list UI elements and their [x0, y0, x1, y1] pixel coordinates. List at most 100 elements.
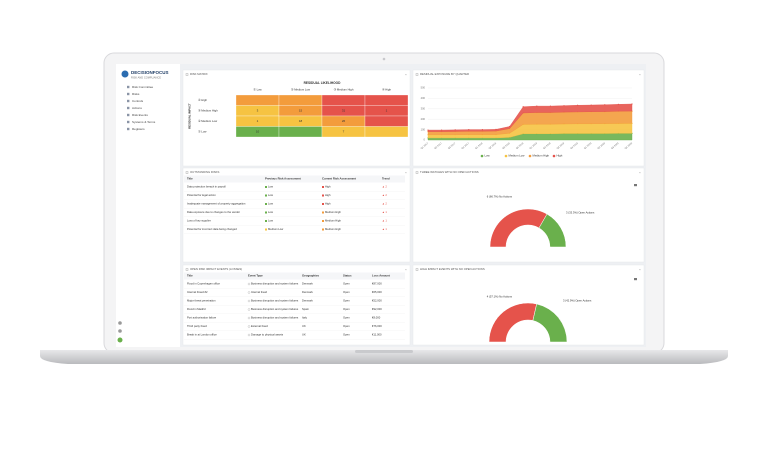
- legend-swatch: [552, 154, 556, 158]
- table-cell: Medium High: [325, 227, 341, 231]
- table-cell: Flood in Copenhagen office: [187, 282, 220, 286]
- widget-icon: [185, 268, 189, 271]
- cell-value: 1: [386, 109, 388, 113]
- x-tick-label: Q2 2018: [488, 142, 497, 151]
- menu-icon: [634, 184, 637, 187]
- menu-icon: [127, 127, 130, 131]
- widget-icon: [415, 268, 419, 271]
- table-cell: Internal Fraud #2: [187, 290, 208, 294]
- type-icon: [247, 308, 251, 311]
- table-cell: Potential for legal action: [187, 193, 216, 197]
- close-icon[interactable]: ×: [405, 72, 407, 76]
- donut-segment[interactable]: [538, 213, 567, 248]
- x-tick-label: Q4 2020: [624, 142, 633, 151]
- x-tick-label: Q3 2019: [556, 142, 565, 151]
- legend-label: Medium Low: [509, 154, 526, 158]
- table-cell: €8,000: [372, 316, 381, 320]
- matrix-cell: [364, 115, 409, 127]
- cell-value: 26: [342, 119, 346, 123]
- close-icon[interactable]: ×: [639, 170, 641, 174]
- menu-item[interactable]: Risks: [132, 92, 140, 96]
- menu-item[interactable]: Risk Committee: [132, 85, 154, 89]
- table-cell: Data exposure due to changes to the vend…: [187, 210, 240, 214]
- point: [617, 103, 620, 105]
- icon: [118, 329, 122, 333]
- y-tick-label: 300: [421, 106, 426, 110]
- table-cell: Low: [268, 193, 273, 197]
- y-tick-label: 400: [421, 96, 426, 100]
- point: [441, 129, 443, 131]
- table-header: [184, 272, 405, 280]
- y-tick-label: 500: [421, 86, 426, 90]
- table-cell: Denmark: [302, 299, 314, 303]
- column-header: Title: [187, 274, 193, 278]
- table-cell: Low: [268, 219, 273, 223]
- table-cell: €92,000: [372, 307, 382, 311]
- matrix-cell: [235, 94, 280, 106]
- menu-item[interactable]: Risk Events: [132, 113, 148, 117]
- point: [577, 104, 579, 106]
- level-dot: [265, 220, 267, 222]
- menu-icon: [127, 106, 130, 110]
- widget-title: OUTSTANDING RISKS: [190, 170, 219, 174]
- x-tick-label: Q3 2017: [447, 142, 456, 151]
- table-cell: €52,000: [372, 299, 382, 303]
- column-header: Geographies: [302, 274, 320, 278]
- x-tick-label: Q3 2020: [611, 142, 620, 151]
- row-header: ③ Medium High: [198, 108, 218, 112]
- table-cell: Data protection breach in payroll: [187, 185, 226, 189]
- brand: DECISIONFOCUS: [131, 70, 169, 75]
- donut-segment[interactable]: [532, 303, 568, 343]
- table-cell: Open: [343, 316, 350, 320]
- column-header: Previous Risk Assessment: [265, 177, 301, 181]
- user-avatar[interactable]: [117, 337, 123, 343]
- table-cell: Flood in Madrid: [187, 307, 206, 311]
- x-tick-label: Q4 2019: [570, 142, 579, 151]
- widget-icon: [185, 73, 189, 76]
- table-cell: ▲ 1: [382, 227, 387, 231]
- widget-title: THREE WATCHES WITH NO OPEN ACTIONS: [420, 170, 479, 174]
- close-icon[interactable]: ×: [405, 267, 407, 271]
- donut-label: 4 (57.1%) No Actions: [487, 295, 513, 299]
- sidebar: [116, 64, 180, 347]
- table-cell: Denmark: [302, 290, 314, 294]
- table-cell: Loss of key supplier: [187, 219, 211, 223]
- close-icon[interactable]: ×: [639, 267, 641, 271]
- y-tick-label: 100: [421, 127, 426, 131]
- menu-item[interactable]: Registers: [132, 127, 145, 131]
- close-icon[interactable]: ×: [639, 72, 641, 76]
- icon: [118, 321, 122, 325]
- table-cell: High: [325, 202, 331, 206]
- point: [454, 129, 456, 131]
- table-cell: Denmark: [302, 282, 314, 286]
- point: [631, 103, 633, 105]
- menu-icon: [634, 278, 637, 281]
- legend-label: Medium High: [533, 154, 550, 158]
- level-dot: [265, 194, 267, 197]
- table-cell: Port authorisation failure: [187, 316, 217, 320]
- column-header: ① Low: [253, 88, 262, 92]
- table-cell: Open: [343, 307, 350, 311]
- x-tick-label: Q2 2019: [543, 142, 552, 151]
- matrix-cell: [278, 94, 323, 106]
- menu-item[interactable]: Systems & Terms: [132, 120, 156, 124]
- level-dot: [322, 211, 324, 214]
- menu-icon: [127, 92, 130, 96]
- point: [495, 128, 497, 130]
- menu-icon: [127, 120, 130, 124]
- x-tick-label: Q1 2019: [529, 142, 538, 151]
- menu-item[interactable]: Actions: [132, 106, 142, 110]
- level-dot: [322, 228, 324, 231]
- menu-item[interactable]: Controls: [132, 99, 144, 103]
- point: [468, 129, 470, 131]
- table-cell: Break in at London office: [187, 333, 217, 337]
- table-cell: Business disruption and system failures: [251, 299, 299, 303]
- type-icon: [247, 333, 251, 337]
- legend-label: Low: [485, 154, 491, 158]
- level-dot: [322, 220, 324, 222]
- row-header: ② Medium Low: [198, 119, 218, 123]
- widget-title: RISK MATRIX: [190, 72, 208, 76]
- type-icon: [247, 299, 251, 303]
- close-icon[interactable]: ×: [405, 170, 407, 174]
